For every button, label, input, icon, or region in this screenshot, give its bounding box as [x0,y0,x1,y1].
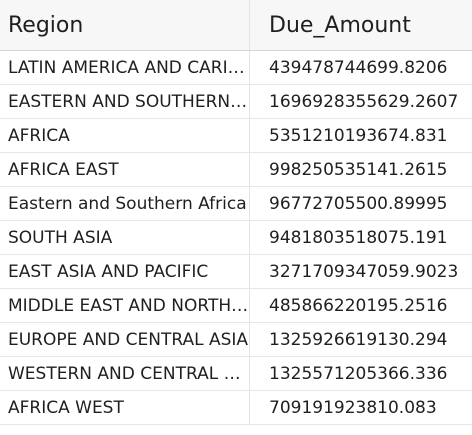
column-header-region[interactable]: Region [0,0,250,51]
due-amount-cell[interactable]: 1325926619130.294 [249,322,472,357]
table-row[interactable]: LATIN AMERICA AND CARIBBEAN439478744699.… [0,50,472,85]
table-row[interactable]: SOUTH ASIA 9481803518075.191 [0,220,472,255]
table-row[interactable]: WESTERN AND CENTRAL AFRICA1325571205366.… [0,356,472,391]
due-amount-cell[interactable]: 5351210193674.831 [249,118,472,153]
region-cell[interactable]: Eastern and Southern Africa [0,186,250,221]
due-amount-cell[interactable]: 1325571205366.336 [249,356,472,391]
region-cell[interactable]: AFRICA [0,118,250,153]
due-amount-cell[interactable]: 998250535141.2615 [249,152,472,187]
table-row[interactable]: EASTERN AND SOUTHERN AFRICA1696928355629… [0,84,472,119]
table-row[interactable]: EAST ASIA AND PACIFIC 3271709347059.9023 [0,254,472,289]
table-row[interactable]: AFRICA EAST 998250535141.2615 [0,152,472,187]
due-amount-cell[interactable]: 1696928355629.2607 [249,84,472,119]
region-cell[interactable]: EASTERN AND SOUTHERN AFRICA [0,84,250,119]
table-row[interactable]: EUROPE AND CENTRAL ASIA 1325926619130.294 [0,322,472,357]
due-amount-cell[interactable]: 3271709347059.9023 [249,254,472,289]
region-cell[interactable]: AFRICA WEST [0,390,250,425]
region-cell[interactable]: AFRICA EAST [0,152,250,187]
region-cell[interactable]: MIDDLE EAST AND NORTH AFRICA [0,288,250,323]
region-cell[interactable]: EUROPE AND CENTRAL ASIA [0,322,250,357]
table-row[interactable]: AFRICA 5351210193674.831 [0,118,472,153]
table-row[interactable]: MIDDLE EAST AND NORTH AFRICA485866220195… [0,288,472,323]
due-amount-cell[interactable]: 709191923810.083 [249,390,472,425]
due-amount-cell[interactable]: 485866220195.2516 [249,288,472,323]
table-row[interactable]: Eastern and Southern Africa 96772705500.8… [0,186,472,221]
results-table: Region Due_Amount LATIN AMERICA AND CARI… [0,0,472,425]
region-cell[interactable]: LATIN AMERICA AND CARIBBEAN [0,50,250,85]
region-cell[interactable]: EAST ASIA AND PACIFIC [0,254,250,289]
due-amount-cell[interactable]: 96772705500.89995 [249,186,472,221]
region-cell[interactable]: SOUTH ASIA [0,220,250,255]
header-row: Region Due_Amount [0,0,472,51]
due-amount-cell[interactable]: 9481803518075.191 [249,220,472,255]
region-cell[interactable]: WESTERN AND CENTRAL AFRICA [0,356,250,391]
table-body: LATIN AMERICA AND CARIBBEAN439478744699.… [0,50,472,425]
column-header-due-amount[interactable]: Due_Amount [249,0,472,51]
table-row[interactable]: AFRICA WEST 709191923810.083 [0,390,472,425]
due-amount-cell[interactable]: 439478744699.8206 [249,50,472,85]
